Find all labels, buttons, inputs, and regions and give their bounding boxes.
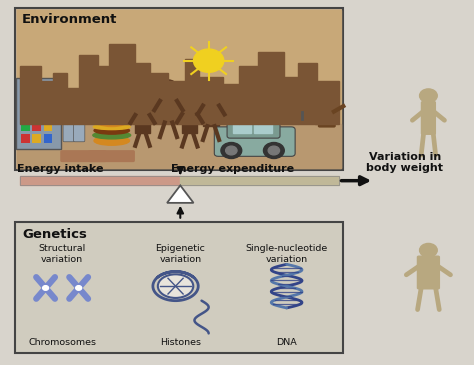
FancyBboxPatch shape — [73, 103, 85, 142]
Bar — [21, 134, 29, 142]
Ellipse shape — [94, 136, 129, 145]
FancyBboxPatch shape — [318, 105, 336, 128]
Bar — [150, 73, 168, 124]
Bar — [136, 62, 150, 124]
Bar — [258, 51, 284, 124]
Bar — [44, 122, 52, 131]
Circle shape — [419, 89, 437, 103]
Bar — [180, 176, 338, 185]
Ellipse shape — [114, 110, 119, 112]
Text: Structural
variation: Structural variation — [38, 244, 86, 264]
Bar — [44, 99, 52, 108]
Text: Energy intake: Energy intake — [17, 164, 103, 174]
Bar — [239, 66, 258, 124]
Bar — [41, 81, 53, 124]
Bar — [32, 87, 41, 96]
Bar — [203, 97, 219, 126]
Bar — [322, 106, 341, 108]
Circle shape — [76, 286, 82, 290]
Text: Chromosomes: Chromosomes — [28, 338, 96, 347]
Bar — [21, 122, 29, 131]
Text: Variation in
body weight: Variation in body weight — [366, 152, 443, 173]
Circle shape — [221, 142, 242, 158]
Circle shape — [193, 49, 224, 72]
Bar — [32, 99, 41, 108]
Bar — [53, 73, 67, 124]
Text: Histones: Histones — [160, 338, 201, 347]
Circle shape — [183, 95, 197, 105]
Bar — [233, 120, 251, 134]
Ellipse shape — [93, 132, 131, 139]
Circle shape — [264, 142, 284, 158]
Bar — [135, 107, 150, 134]
Circle shape — [419, 243, 437, 257]
Bar — [254, 120, 272, 134]
Bar — [109, 44, 136, 124]
FancyBboxPatch shape — [417, 255, 440, 289]
Bar — [185, 59, 199, 124]
Bar — [292, 118, 313, 120]
Bar — [160, 92, 177, 123]
Bar — [299, 62, 318, 124]
Circle shape — [268, 146, 280, 155]
Bar — [44, 87, 52, 96]
Bar — [168, 81, 185, 124]
FancyBboxPatch shape — [63, 103, 74, 142]
Ellipse shape — [93, 124, 130, 130]
Bar — [21, 111, 29, 119]
FancyBboxPatch shape — [214, 127, 295, 156]
Bar — [32, 111, 41, 119]
Text: Environment: Environment — [22, 14, 118, 26]
Bar — [44, 134, 52, 142]
Bar — [21, 99, 29, 108]
Bar — [223, 84, 239, 124]
Circle shape — [226, 146, 237, 155]
Circle shape — [136, 97, 149, 107]
FancyBboxPatch shape — [15, 8, 343, 170]
Bar — [315, 81, 338, 124]
Circle shape — [318, 96, 335, 109]
FancyBboxPatch shape — [227, 115, 280, 138]
Bar — [98, 66, 109, 124]
Ellipse shape — [94, 113, 129, 127]
Bar — [284, 77, 299, 124]
Bar — [21, 87, 29, 96]
Text: Epigenetic
variation: Epigenetic variation — [155, 244, 205, 264]
Bar — [79, 55, 98, 124]
Ellipse shape — [94, 127, 129, 134]
Ellipse shape — [121, 115, 126, 117]
FancyBboxPatch shape — [89, 150, 135, 162]
Ellipse shape — [102, 112, 107, 115]
Bar — [287, 88, 318, 108]
Circle shape — [161, 80, 176, 92]
Bar — [19, 176, 180, 185]
Circle shape — [43, 286, 48, 290]
Ellipse shape — [158, 274, 193, 298]
Bar — [32, 134, 41, 142]
Text: Single-nucleotide
variation: Single-nucleotide variation — [246, 244, 328, 264]
Bar — [32, 122, 41, 131]
Bar — [182, 105, 197, 134]
Bar — [44, 111, 52, 119]
Text: DNA: DNA — [276, 338, 297, 347]
Bar — [199, 77, 223, 124]
FancyBboxPatch shape — [421, 101, 436, 135]
FancyBboxPatch shape — [16, 78, 61, 149]
Polygon shape — [167, 185, 193, 203]
Text: Energy expenditure: Energy expenditure — [171, 164, 294, 174]
Text: Genetics: Genetics — [22, 228, 87, 241]
Bar — [19, 66, 41, 124]
Bar — [67, 88, 79, 124]
FancyBboxPatch shape — [15, 223, 343, 353]
Bar — [19, 176, 338, 185]
Circle shape — [204, 86, 218, 97]
FancyBboxPatch shape — [60, 150, 107, 162]
Bar — [17, 124, 341, 168]
Bar — [17, 10, 341, 168]
FancyBboxPatch shape — [283, 84, 320, 112]
